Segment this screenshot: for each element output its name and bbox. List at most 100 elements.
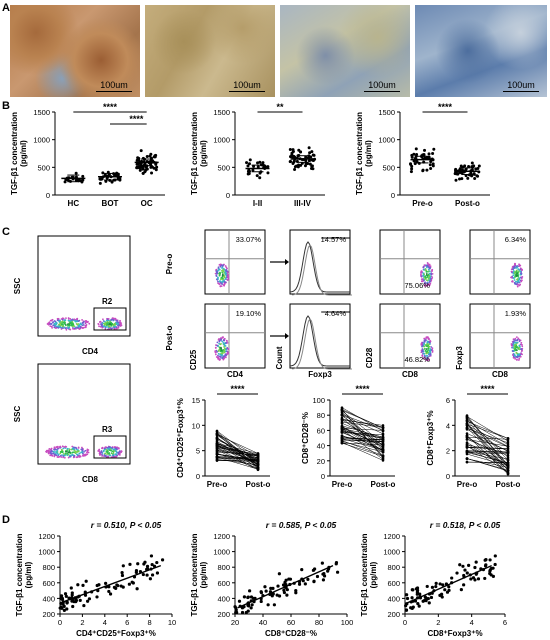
event-dot bbox=[423, 269, 425, 271]
data-point bbox=[151, 159, 155, 163]
y-axis-label-unit: (pg/ml) bbox=[364, 140, 373, 167]
event-dot bbox=[428, 275, 431, 277]
event-dot bbox=[518, 278, 521, 281]
pre-point bbox=[215, 440, 219, 443]
event-dot bbox=[111, 447, 114, 449]
event-dot bbox=[514, 337, 517, 340]
event-dot bbox=[224, 353, 227, 356]
event-dot bbox=[116, 446, 119, 449]
x-tick-label: 100 bbox=[341, 618, 354, 627]
data-point bbox=[246, 164, 250, 168]
event-dot bbox=[65, 317, 67, 320]
data-point bbox=[473, 578, 477, 582]
category-label: HC bbox=[68, 199, 80, 208]
event-dot bbox=[116, 321, 119, 323]
event-dot bbox=[59, 320, 62, 323]
y-tick-label: 500 bbox=[37, 163, 50, 172]
data-point bbox=[139, 149, 143, 153]
event-dot bbox=[428, 355, 430, 358]
event-dot bbox=[224, 277, 227, 280]
event-dot bbox=[429, 267, 431, 270]
data-point bbox=[244, 610, 248, 615]
event-dot bbox=[79, 323, 82, 325]
event-dot bbox=[100, 324, 103, 327]
data-point bbox=[128, 562, 132, 566]
event-dot bbox=[513, 353, 516, 356]
event-dot bbox=[520, 268, 523, 271]
data-point bbox=[65, 607, 69, 611]
data-point bbox=[121, 585, 125, 589]
paired-plot-2: 0 2 4 6 CD8⁺Foxp3⁺% Pre-o Post-o **** bbox=[426, 384, 521, 489]
event-dot bbox=[71, 447, 74, 450]
x-tick-label: 2 bbox=[80, 618, 84, 627]
axis-label-cd4: CD4 bbox=[227, 370, 244, 379]
data-point bbox=[432, 147, 436, 151]
y-tick-label: 0 bbox=[46, 191, 50, 200]
event-dot bbox=[515, 265, 518, 268]
data-point bbox=[76, 583, 80, 587]
event-dot bbox=[425, 264, 427, 267]
sig-label: **** bbox=[480, 384, 495, 394]
event-dot bbox=[219, 285, 222, 288]
post-point bbox=[381, 456, 385, 460]
event-dot bbox=[421, 275, 423, 278]
event-dot bbox=[115, 321, 118, 324]
data-point bbox=[414, 147, 418, 151]
event-dot bbox=[219, 263, 222, 266]
event-dot bbox=[116, 322, 119, 325]
event-dot bbox=[63, 326, 66, 329]
event-dot bbox=[119, 319, 121, 322]
pair-line bbox=[466, 445, 509, 473]
event-dot bbox=[217, 277, 219, 280]
data-point bbox=[145, 167, 149, 171]
event-dot bbox=[516, 285, 519, 288]
data-point bbox=[410, 167, 414, 171]
data-point bbox=[429, 160, 433, 164]
event-dot bbox=[56, 456, 59, 458]
data-point bbox=[110, 180, 114, 184]
data-point bbox=[491, 566, 495, 570]
event-dot bbox=[222, 270, 225, 273]
y-tick-label: 200 bbox=[387, 610, 400, 619]
sig-label: **** bbox=[103, 102, 118, 112]
event-dot bbox=[518, 264, 521, 267]
data-point bbox=[304, 159, 308, 163]
event-dot bbox=[223, 349, 226, 352]
data-point bbox=[491, 574, 495, 578]
data-point bbox=[418, 592, 422, 596]
data-point bbox=[246, 595, 250, 599]
data-point bbox=[477, 164, 481, 168]
pair-line bbox=[216, 456, 259, 470]
event-dot bbox=[109, 446, 111, 448]
event-dot bbox=[214, 353, 217, 356]
event-dot bbox=[218, 274, 221, 277]
post-point bbox=[506, 454, 510, 457]
x-axis-label: CD8⁺Foxp3⁺% bbox=[427, 629, 482, 638]
event-dot bbox=[512, 274, 515, 277]
data-point bbox=[440, 592, 444, 596]
event-dot bbox=[52, 324, 55, 327]
event-dot bbox=[421, 355, 424, 358]
pre-point bbox=[215, 447, 219, 450]
data-point bbox=[288, 147, 292, 151]
event-dot bbox=[104, 452, 107, 455]
event-dot bbox=[220, 338, 222, 341]
event-dot bbox=[223, 345, 225, 348]
y-axis-label: SSC bbox=[13, 406, 22, 423]
event-dot bbox=[66, 454, 69, 457]
data-point bbox=[136, 562, 140, 566]
y-tick-label: 600 bbox=[387, 579, 400, 588]
data-point bbox=[293, 165, 297, 169]
event-dot bbox=[86, 321, 89, 324]
event-dot bbox=[224, 356, 227, 358]
event-dot bbox=[101, 447, 104, 450]
data-point bbox=[155, 560, 159, 565]
panel-label-b: B bbox=[2, 100, 10, 112]
event-dot bbox=[116, 447, 118, 450]
data-point bbox=[246, 170, 250, 174]
event-dot bbox=[423, 264, 426, 267]
event-dot bbox=[430, 277, 432, 280]
data-point bbox=[434, 581, 438, 585]
trend-line bbox=[59, 564, 162, 604]
data-point bbox=[81, 174, 85, 178]
